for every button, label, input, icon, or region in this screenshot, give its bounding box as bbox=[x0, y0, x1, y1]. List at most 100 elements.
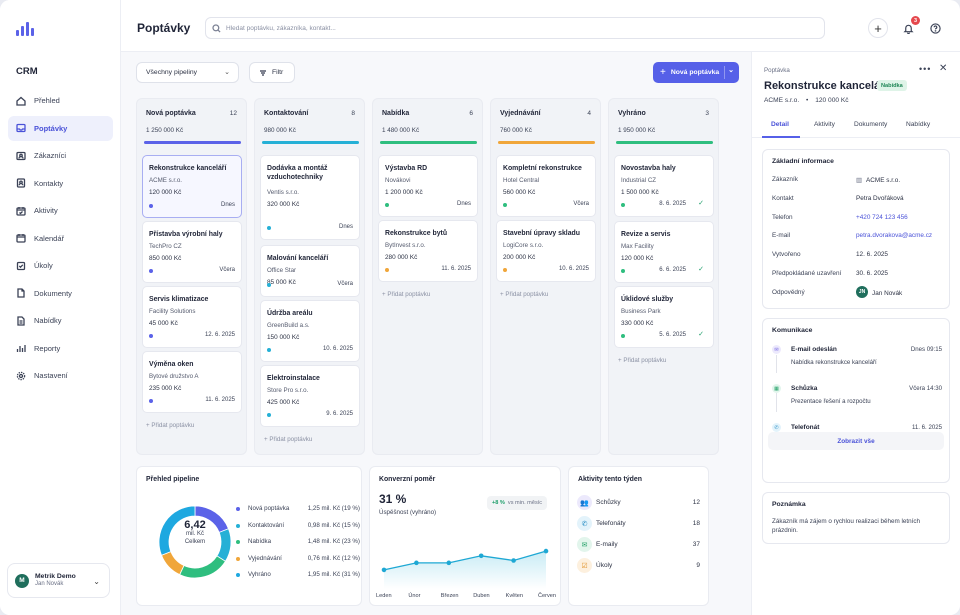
inquiry-card[interactable]: Elektroinstalace Store Pro s.r.o. 425 000 … bbox=[260, 365, 360, 427]
show-all-button[interactable]: Zobrazit vše bbox=[768, 432, 944, 450]
line-series bbox=[383, 550, 547, 571]
sidebar-item-kontakty[interactable]: Kontakty bbox=[8, 171, 113, 196]
sidebar-item-label: Poptávky bbox=[34, 123, 68, 133]
card-date: Včera bbox=[219, 267, 235, 273]
user-menu[interactable]: M Metrik Demo Jan Novák ⌄ bbox=[7, 563, 110, 598]
help-button[interactable] bbox=[925, 18, 945, 38]
tab-detail[interactable]: Detail bbox=[771, 121, 789, 128]
legend-value: 0,76 mil. Kč (12 %) bbox=[307, 554, 360, 562]
card-title: Novostavba haly bbox=[621, 165, 676, 172]
inquiry-card[interactable]: Výstavba RD Novákovi 1 200 000 Kč Dnes bbox=[378, 155, 478, 217]
status-dot bbox=[267, 283, 271, 287]
column-color-bar bbox=[262, 141, 359, 144]
inquiry-card[interactable]: Přístavba výrobní haly TechPro CZ 850 000 … bbox=[142, 221, 242, 283]
inquiry-card[interactable]: Revize a servis Max Facility 120 000 Kč 6. … bbox=[614, 221, 714, 283]
legend-item: Kontaktování 0,98 mil. Kč (15 %) bbox=[236, 521, 360, 531]
x-tick-label: Květen bbox=[505, 593, 524, 599]
add-inquiry-link[interactable]: + Přidat poptávku bbox=[146, 422, 195, 429]
sidebar: CRM Přehled Poptávky Zákazníci Kontakty Akti… bbox=[0, 0, 121, 615]
card-company: Ventis s.r.o. bbox=[267, 189, 299, 196]
inquiry-card[interactable]: Dodávka a montáž vzduchotechniky Ventis s… bbox=[260, 155, 360, 240]
inquiry-card[interactable]: Kompletní rekonstrukce Hotel Central 560 0… bbox=[496, 155, 596, 217]
logo-icon bbox=[16, 20, 36, 36]
line-point bbox=[543, 548, 549, 554]
pipeline-column: Nová poptávka 12 1 250 000 Kč Rekonstrukce … bbox=[136, 98, 247, 455]
inquiry-card[interactable]: Stavební úpravy skladu LogiCore s.r.o. 200… bbox=[496, 220, 596, 282]
info-key: E-mail bbox=[772, 232, 791, 240]
brand-title: CRM bbox=[16, 66, 38, 77]
more-icon[interactable]: ••• bbox=[919, 64, 932, 74]
activity-label: E-maily bbox=[596, 541, 618, 548]
sidebar-item-reporty[interactable]: Reporty bbox=[8, 336, 113, 361]
sidebar-item-aktivity[interactable]: Aktivity bbox=[8, 198, 113, 223]
card-amount: 85 000 Kč bbox=[267, 279, 296, 286]
tab-nabídky[interactable]: Nabídky bbox=[906, 121, 931, 128]
inquiry-card[interactable]: Novostavba haly Industrial CZ 1 500 000 Kč… bbox=[614, 155, 714, 217]
close-icon[interactable]: ✕ bbox=[939, 63, 948, 74]
notification-badge: 3 bbox=[911, 16, 920, 25]
new-inquiry-button[interactable]: + Nová poptávka ⌄ bbox=[653, 62, 739, 83]
delta-value: +8 % bbox=[492, 500, 505, 506]
card-amount: 1 200 000 Kč bbox=[385, 189, 423, 196]
sidebar-item-úkoly[interactable]: Úkoly bbox=[8, 253, 113, 278]
activity-label: Schůzky bbox=[596, 499, 621, 506]
sidebar-item-label: Kalendář bbox=[34, 233, 65, 243]
legend-label: Vyhráno bbox=[248, 571, 271, 578]
pipeline-column: Vyjednávání 4 760 000 Kč Kompletní rekonstr… bbox=[490, 98, 601, 455]
user-subtitle: Jan Novák bbox=[35, 580, 64, 587]
card-title: Výměna oken bbox=[149, 361, 194, 368]
check-icon: ✓ bbox=[698, 200, 704, 207]
sidebar-nav: Přehled Poptávky Zákazníci Kontakty Aktivity… bbox=[8, 88, 113, 391]
info-key: Zákazník bbox=[772, 176, 798, 183]
pipeline-select[interactable]: Všechny pipeliny ⌄ bbox=[136, 62, 239, 83]
building-icon: ▥ bbox=[856, 177, 863, 184]
sidebar-item-nabídky[interactable]: Nabídky bbox=[8, 308, 113, 333]
inquiry-card[interactable]: Servis klimatizace Facility Solutions 45 0… bbox=[142, 286, 242, 348]
sidebar-item-poptávky[interactable]: Poptávky bbox=[8, 115, 113, 141]
add-inquiry-link[interactable]: + Přidat poptávku bbox=[500, 291, 549, 298]
delta-note: vs min. měsíc bbox=[507, 500, 543, 506]
help-icon bbox=[929, 22, 941, 34]
inquiry-card[interactable]: Výměna oken Bytové družstvo A 235 000 Kč 11… bbox=[142, 351, 242, 413]
x-tick-label: Březen bbox=[440, 593, 459, 599]
box-title: Poznámka bbox=[772, 501, 806, 508]
sidebar-item-nastavení[interactable]: Nastavení bbox=[8, 363, 113, 388]
inquiry-card[interactable]: Rekonstrukce bytů BytInvest s.r.o. 280 000… bbox=[378, 220, 478, 282]
notifications-button[interactable]: 3 bbox=[898, 16, 920, 38]
avatar: JN bbox=[856, 285, 868, 298]
activity-value: 9 bbox=[696, 562, 700, 569]
inquiry-card[interactable]: Malování kanceláří Office Star 85 000 Kč Vč… bbox=[260, 245, 360, 297]
note-card: Poznámka Zákazník má zájem o rychlou rea… bbox=[762, 492, 950, 544]
status-dot bbox=[149, 269, 153, 273]
add-inquiry-link[interactable]: + Přidat poptávku bbox=[618, 357, 667, 364]
line-point bbox=[511, 558, 516, 563]
sidebar-item-přehled[interactable]: Přehled bbox=[8, 88, 113, 113]
sidebar-item-dokumenty[interactable]: Dokumenty bbox=[8, 281, 113, 306]
search-box[interactable] bbox=[205, 17, 825, 39]
info-value[interactable]: petra.dvorakova@acme.cz bbox=[856, 232, 933, 240]
column-title: Vyjednávání bbox=[500, 110, 541, 117]
column-color-bar bbox=[380, 141, 477, 144]
tab-aktivity[interactable]: Aktivity bbox=[814, 121, 835, 128]
card-amount: 120 000 Kč bbox=[621, 255, 654, 262]
conversion-subtitle: Úspěšnost (vyhráno) bbox=[379, 509, 437, 516]
card-amount: 330 000 Kč bbox=[621, 320, 654, 327]
add-inquiry-link[interactable]: + Přidat poptávku bbox=[264, 436, 313, 443]
detail-tabs: Detail Aktivity Dokumenty Nabídky bbox=[752, 112, 960, 138]
info-value[interactable]: +420 724 123 456 bbox=[856, 213, 908, 221]
inquiry-card[interactable]: Rekonstrukce kanceláří ACME s.r.o. 120 000… bbox=[142, 155, 242, 218]
add-inquiry-link[interactable]: + Přidat poptávku bbox=[382, 291, 431, 298]
filter-button[interactable]: Filtr bbox=[249, 62, 295, 83]
add-button[interactable]: + bbox=[868, 18, 888, 38]
sidebar-item-kalendář[interactable]: Kalendář bbox=[8, 226, 113, 251]
card-title: Stavební úpravy skladu bbox=[503, 230, 580, 237]
inquiry-card[interactable]: Údržba areálu GreenBuild a.s. 150 000 Kč 10… bbox=[260, 300, 360, 362]
card-date: Dnes bbox=[456, 201, 471, 207]
new-inquiry-label: Nová poptávka bbox=[670, 69, 720, 76]
legend-label: Nová poptávka bbox=[248, 505, 290, 512]
search-input[interactable] bbox=[226, 24, 806, 32]
detail-panel: Poptávka ••• ✕ Rekonstrukce kanceláří Na… bbox=[751, 52, 960, 615]
tab-dokumenty[interactable]: Dokumenty bbox=[854, 121, 888, 128]
inquiry-card[interactable]: Úklidové služby Business Park 330 000 Kč 5.… bbox=[614, 286, 714, 348]
sidebar-item-zákazníci[interactable]: Zákazníci bbox=[8, 143, 113, 168]
